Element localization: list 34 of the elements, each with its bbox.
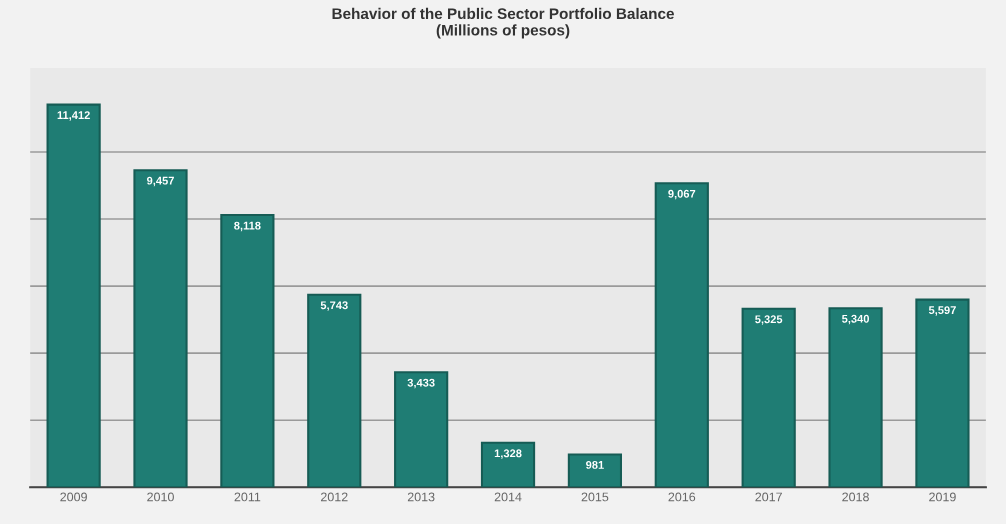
data-label: 5,340 [842, 314, 870, 325]
bar [480, 441, 536, 488]
x-tick-label: 2015 [581, 492, 609, 502]
data-label: 8,118 [234, 221, 261, 232]
x-tick-label: 2014 [494, 492, 522, 502]
data-label: 5,743 [320, 301, 348, 311]
bar [567, 453, 623, 488]
bar [828, 307, 883, 488]
x-tick-label: 2011 [234, 492, 261, 502]
x-tick-label: 2012 [320, 492, 348, 502]
x-tick-label: 2019 [929, 492, 956, 502]
bar [220, 214, 275, 488]
bar [46, 103, 101, 488]
data-label: 3,433 [407, 378, 435, 389]
data-label: 9,457 [146, 176, 174, 187]
chart-title: Behavior of the Public Sector Portfolio Balance (Millions of pesos) [332, 7, 674, 39]
x-tick-label: 2009 [60, 492, 87, 502]
x-tick-label: 2010 [147, 492, 174, 502]
bar [915, 298, 970, 488]
x-tick-label: 2017 [755, 492, 782, 502]
data-label: 5,597 [928, 306, 956, 316]
data-label: 9,067 [668, 189, 696, 200]
bar [741, 307, 796, 488]
data-label: 11,412 [57, 111, 90, 121]
bar [133, 169, 188, 488]
data-label: 1,328 [494, 449, 522, 459]
bar [307, 293, 362, 488]
x-tick-label: 2018 [842, 492, 869, 502]
bar [394, 371, 449, 488]
x-tick-label: 2016 [668, 492, 696, 502]
bar [654, 182, 709, 488]
x-tick-label: 2013 [407, 492, 435, 502]
data-label: 5,325 [755, 315, 783, 325]
data-label: 981 [586, 461, 604, 469]
